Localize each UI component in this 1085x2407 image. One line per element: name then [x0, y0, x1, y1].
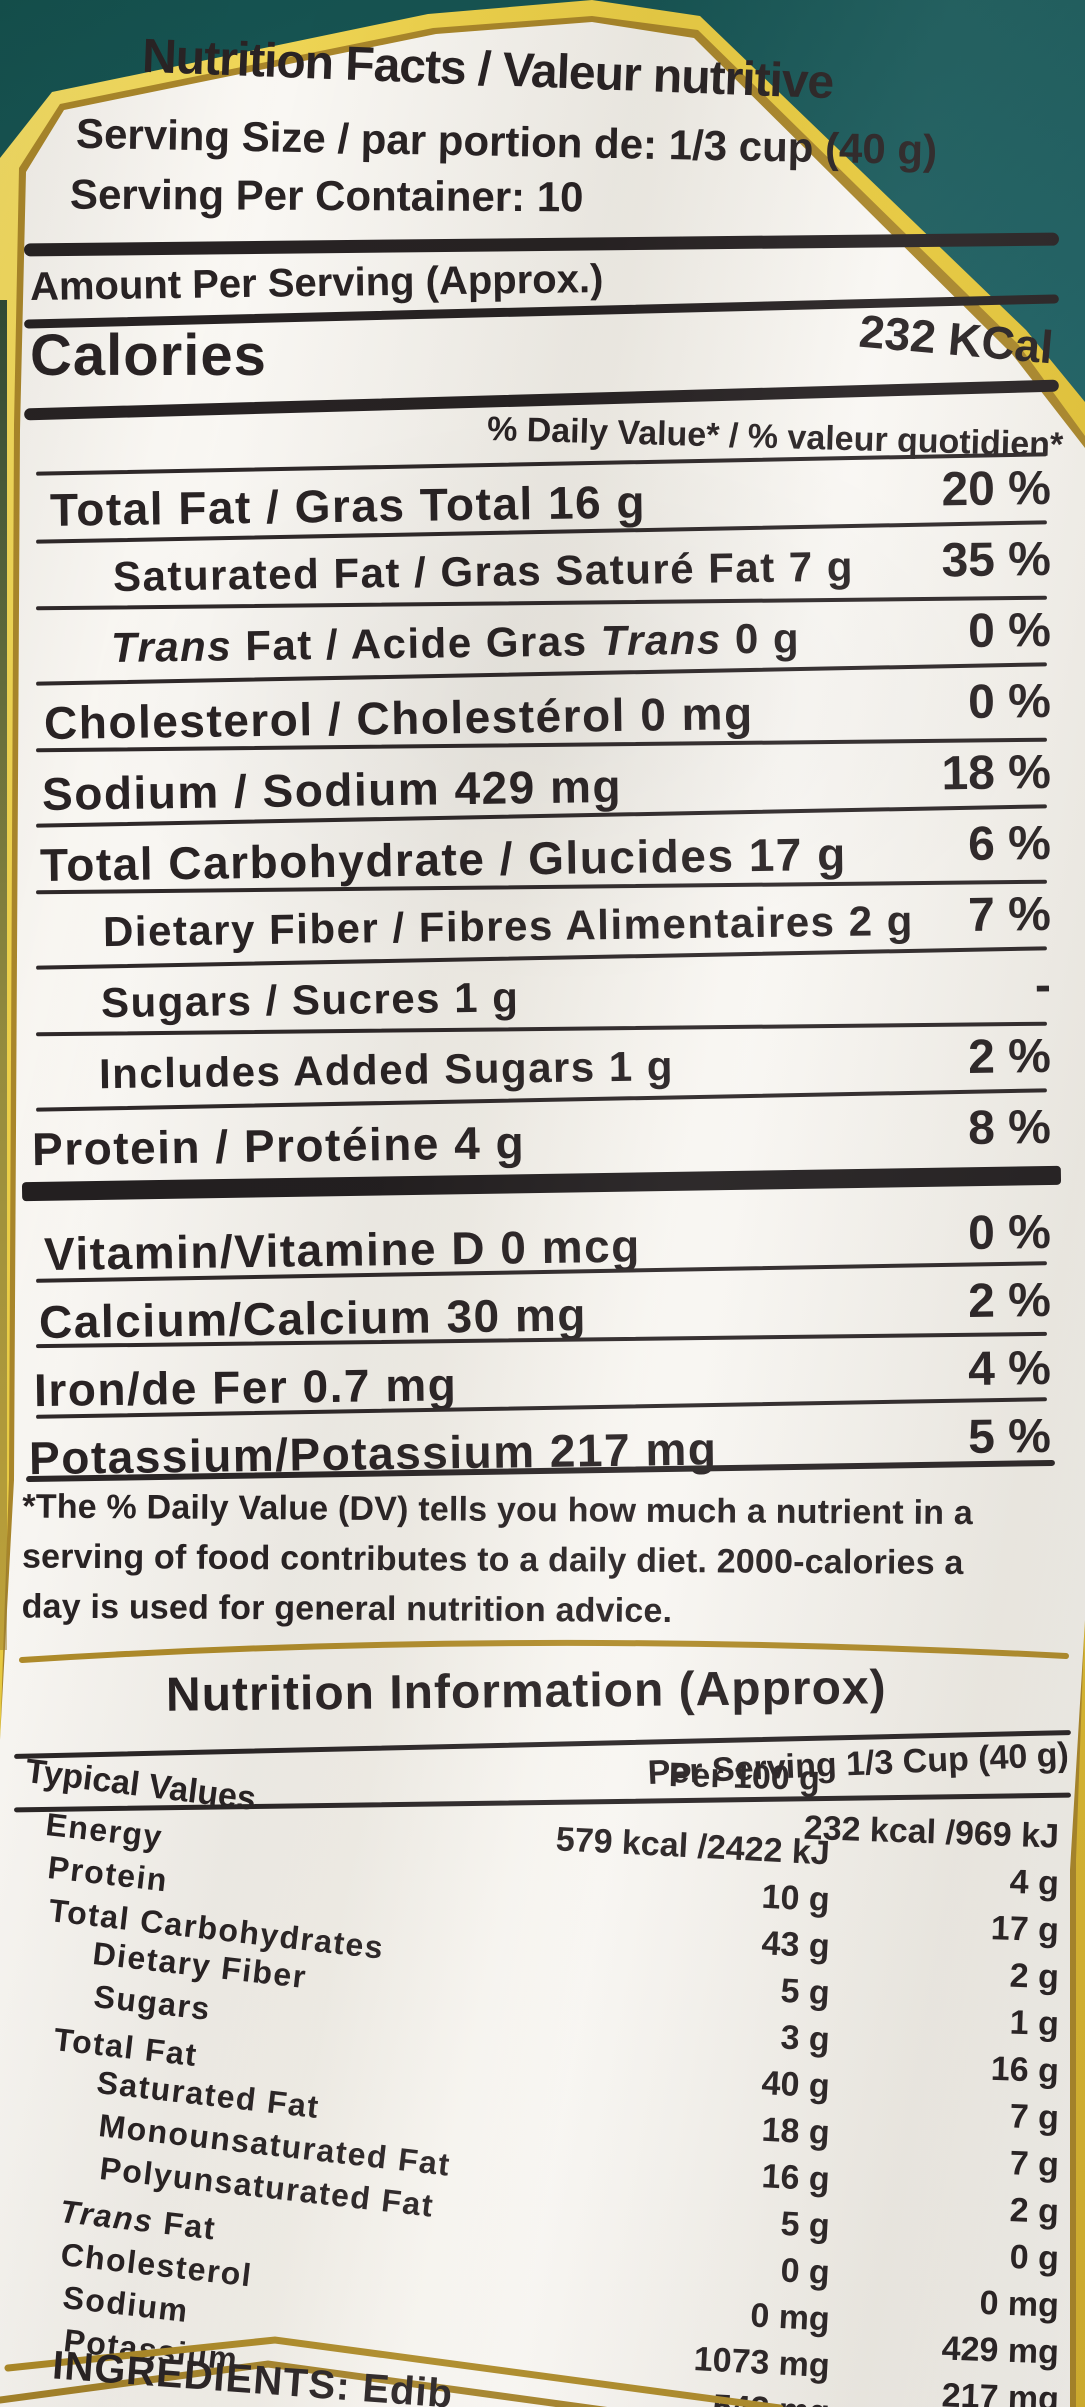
daily-value-percent: - [1034, 958, 1052, 1013]
nutrient-label: Sugars / Sucres 1 g [100, 973, 520, 1027]
label-left-shadow-edge [0, 300, 7, 1650]
nutrient-label: Saturated Fat / Gras Saturé Fat 7 g [112, 542, 855, 600]
daily-value-percent: 18 % [941, 745, 1052, 801]
info-rows-table: Energy 579 kcal /2422 kJ 232 kcal /969 kJ P… [20, 1806, 1065, 2407]
daily-value-percent: 2 % [967, 1029, 1052, 1085]
nutrition-facts-title: Nutrition Facts / Valeur nutritive [141, 29, 835, 110]
info-col-per-serving: Per Serving 1/3 Cup (40 g) [646, 1735, 1070, 1793]
daily-value-percent: 4 % [967, 1341, 1052, 1397]
daily-value-percent: 2 % [967, 1273, 1052, 1329]
nutrient-label: Trans Fat / Acide Gras Trans 0 g [110, 614, 801, 672]
info-row: Cholesterol 0 mg 0 mg [20, 2236, 1065, 2339]
nutrient-label: Sodium / Sodium 429 mg [41, 759, 623, 820]
daily-value-percent: 5 % [967, 1409, 1052, 1465]
daily-value-percent: 0 % [967, 674, 1052, 730]
nutrient-label: Dietary Fiber / Fibres Alimentaires 2 g [102, 896, 915, 956]
daily-value-percent: 35 % [941, 532, 1052, 588]
amount-per-serving-line: Amount Per Serving (Approx.) [29, 256, 604, 310]
serving-size-line: Serving Size / par portion de: 1/3 cup (… [75, 109, 938, 174]
info-row: Energy 579 kcal /2422 kJ 232 kcal /969 kJ [20, 1806, 1065, 1873]
daily-value-percent: 0 % [967, 1205, 1052, 1261]
servings-per-container-line: Serving Per Container: 10 [69, 170, 584, 221]
nutrient-label: Includes Added Sugars 1 g [98, 1042, 675, 1098]
info-row: Total Carbohydrates 43 g 17 g [20, 1892, 1065, 1966]
calories-label: Calories [30, 323, 267, 388]
nutrient-rows-table: Total Fat / Gras Total 16 g 20 % Saturated… [20, 452, 1065, 1486]
daily-value-percent: 6 % [967, 816, 1052, 872]
daily-value-percent: 0 % [967, 603, 1052, 659]
nutrition-information-title: Nutrition Information (Approx) [165, 1661, 887, 1722]
info-row: Total Fat 40 g 16 g [20, 2021, 1065, 2106]
nutrient-label: Cholesterol / Cholestérol 0 mg [43, 687, 754, 749]
daily-value-footnote: *The % Daily Value (DV) tells you how mu… [21, 1487, 974, 1630]
divider-thick-top [23, 232, 1060, 257]
nutrient-label: Protein / Protéine 4 g [31, 1116, 526, 1176]
daily-value-percent: 20 % [941, 461, 1052, 517]
nutrient-label: Total Fat / Gras Total 16 g [49, 475, 647, 536]
info-per-serving-value: 217 mg [941, 2376, 1060, 2407]
calories-value: 232 KCal [856, 304, 1055, 374]
info-row: Sodium 1073 mg 429 mg [20, 2279, 1065, 2385]
daily-value-percent: 7 % [967, 887, 1052, 943]
daily-value-percent: 8 % [967, 1100, 1052, 1156]
